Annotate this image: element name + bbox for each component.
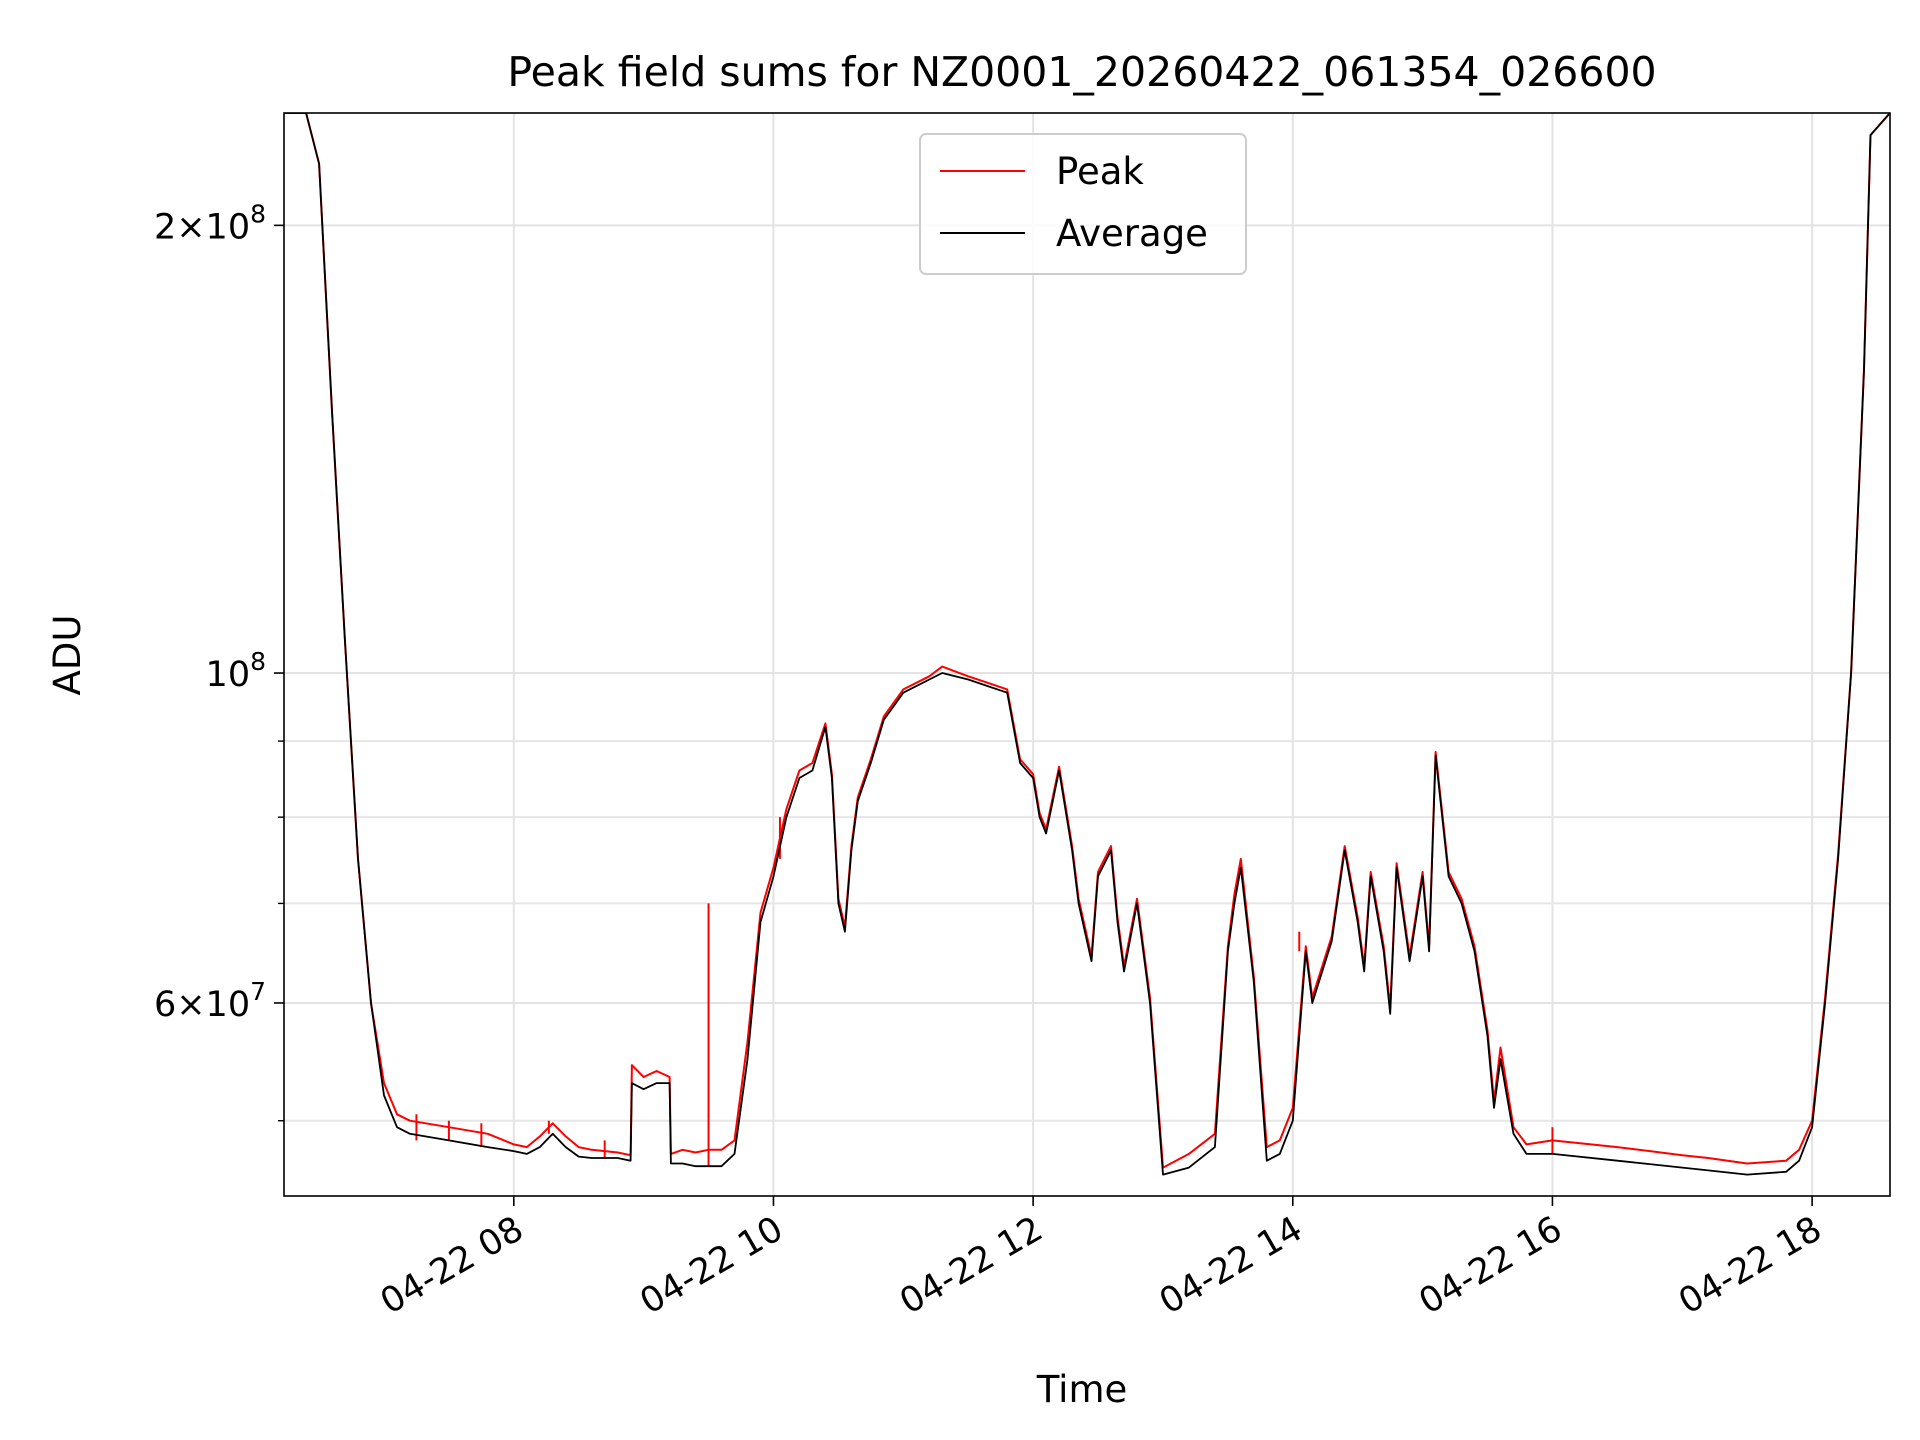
legend-label: Average [1056,212,1208,255]
y-tick-mantissa: 2 [154,207,176,247]
y-tick-label: 2×108 [154,199,266,247]
y-tick-exponent: 8 [250,647,266,676]
y-tick-exponent: 8 [250,199,266,228]
series-layer [284,113,1890,1176]
series-line-average [284,113,1890,1176]
chart-title: Peak field sums for NZ0001_20260422_0613… [507,48,1656,96]
legend: Peak Average [919,133,1247,275]
y-tick-times: ×10 [176,985,250,1025]
x-axis-label: Time [1036,1368,1128,1411]
plot-area-frame [283,112,1891,1197]
legend-label: Peak [1056,150,1144,193]
y-tick-base: 10 [206,655,251,695]
series-group [284,113,1890,1176]
y-tick-exponent: 7 [250,977,266,1006]
y-tick-label: 6×107 [154,977,266,1025]
y-tick-times: ×10 [176,207,250,247]
legend-box [919,133,1247,275]
y-tick-mantissa: 6 [154,985,176,1025]
y-axis-label: ADU [46,615,89,696]
y-tick-label: 108 [206,647,266,695]
